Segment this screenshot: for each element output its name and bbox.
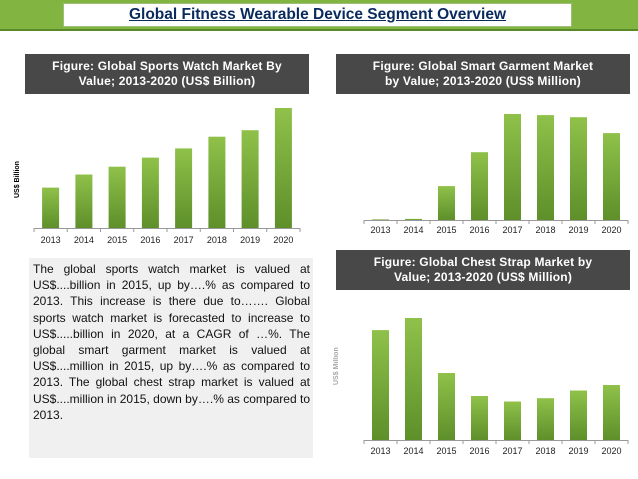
- x-tick-label: 2019: [568, 446, 588, 456]
- x-tick-label: 2014: [74, 235, 94, 245]
- bar-2014: [75, 174, 93, 228]
- x-tick-label: 2015: [436, 446, 456, 456]
- x-tick-label: 2013: [370, 225, 390, 235]
- bar-2014: [405, 218, 422, 220]
- chart-title-line: Value; 2013-2020 (US$ Billion): [78, 74, 256, 88]
- chart-title-sports-watch: Figure: Global Sports Watch Market By Va…: [25, 54, 309, 94]
- chart-title-line: Figure: Global Smart Garment Market: [372, 59, 594, 73]
- page-title: Global Fitness Wearable Device Segment O…: [128, 6, 507, 23]
- bar-2017: [504, 114, 521, 220]
- x-tick-label: 2017: [502, 446, 522, 456]
- header-title-box: Global Fitness Wearable Device Segment O…: [63, 3, 572, 27]
- x-tick-label: 2014: [403, 225, 423, 235]
- bar-2015: [108, 166, 126, 228]
- chart-title-smart-garment: Figure: Global Smart Garment Market by V…: [336, 54, 630, 94]
- bar-2016: [471, 396, 488, 440]
- x-tick-label: 2018: [535, 446, 555, 456]
- bar-2019: [570, 390, 587, 440]
- bar-2018: [208, 136, 226, 228]
- x-tick-label: 2013: [370, 446, 390, 456]
- chart-title-chest-strap: Figure: Global Chest Strap Market by Val…: [336, 250, 630, 290]
- y-axis-label: US$ Million: [333, 347, 340, 385]
- chest-strap-bar-chart: 2013 2014 2015 2016 2017 2018 2019 2020: [363, 318, 629, 456]
- bar-2015: [438, 373, 455, 440]
- x-tick-label: 2020: [601, 225, 621, 235]
- x-tick-label: 2017: [174, 235, 194, 245]
- chart-title-line: Figure: Global Sports Watch Market By: [52, 59, 282, 73]
- x-tick-label: 2015: [436, 225, 456, 235]
- bar-2013: [372, 219, 389, 220]
- bar-2017: [175, 148, 193, 228]
- x-tick-label: 2016: [469, 225, 489, 235]
- header-banner: Global Fitness Wearable Device Segment O…: [0, 0, 638, 31]
- bar-2016: [141, 157, 159, 228]
- bar-2018: [537, 115, 554, 220]
- x-tick-label: 2014: [403, 446, 423, 456]
- market-description: The global sports watch market is valued…: [29, 258, 313, 458]
- smart-garment-bar-chart: 2013 2014 2015 2016 2017 2018 2019 2020: [363, 114, 629, 235]
- bar-2013: [42, 187, 60, 228]
- bar-2016: [471, 152, 488, 220]
- x-tick-label: 2018: [535, 225, 555, 235]
- chart-title-line: Value; 2013-2020 (US$ Million): [393, 270, 573, 284]
- x-tick-label: 2017: [502, 225, 522, 235]
- bar-2020: [274, 108, 292, 228]
- bar-2018: [537, 398, 554, 440]
- x-tick-label: 2019: [240, 235, 260, 245]
- x-tick-label: 2013: [41, 235, 61, 245]
- x-tick-label: 2016: [469, 446, 489, 456]
- x-tick-label: 2019: [568, 225, 588, 235]
- chart-title-line: Figure: Global Chest Strap Market by: [373, 255, 593, 269]
- x-tick-label: 2018: [207, 235, 227, 245]
- bar-2020: [603, 133, 620, 220]
- sports-watch-bar-chart: 2013 2014 2015 2016 2017 2018 2019 2020: [33, 108, 301, 245]
- bar-2019: [241, 130, 259, 228]
- bar-2014: [405, 318, 422, 440]
- bar-2017: [504, 401, 521, 440]
- bar-2015: [438, 186, 455, 220]
- x-tick-label: 2020: [273, 235, 293, 245]
- bar-2013: [372, 330, 389, 440]
- chart-title-line: by Value; 2013-2020 (US$ Million): [384, 74, 581, 88]
- bar-2019: [570, 117, 587, 220]
- y-axis-label: US$ Billion: [14, 161, 21, 198]
- x-tick-label: 2020: [601, 446, 621, 456]
- x-tick-label: 2015: [107, 235, 127, 245]
- x-tick-label: 2016: [140, 235, 160, 245]
- bar-2020: [603, 385, 620, 440]
